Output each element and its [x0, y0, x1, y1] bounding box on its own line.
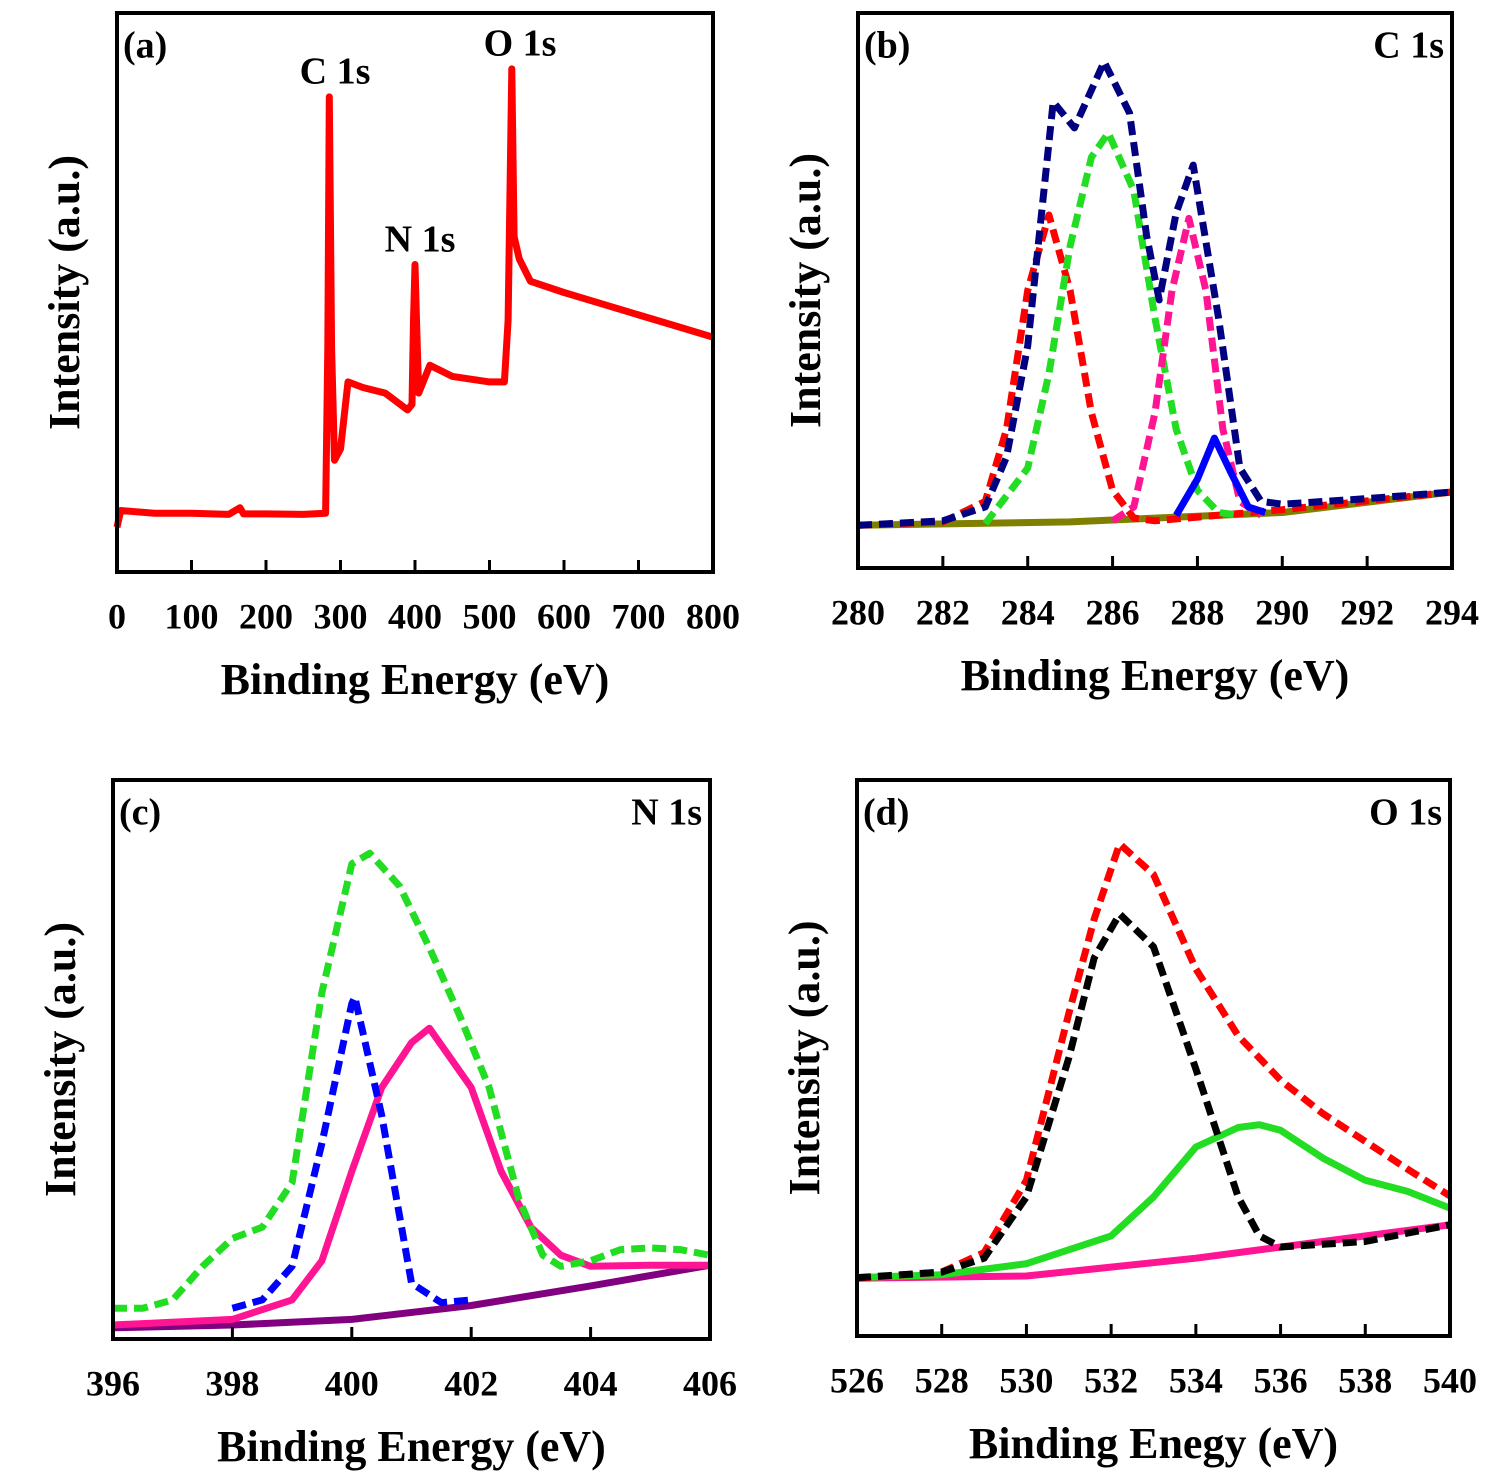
series-line	[1110, 214, 1264, 524]
panel-label: (a)	[123, 25, 167, 67]
series-line	[856, 1221, 1451, 1282]
x-tick-label: 282	[916, 592, 970, 632]
series-line	[856, 840, 1452, 1282]
x-tick-label: 396	[86, 1363, 140, 1403]
y-axis-title: Intensity (a.u.)	[36, 922, 85, 1197]
x-tick-label: 500	[463, 596, 517, 636]
y-axis-title: Intensity (a.u.)	[781, 153, 830, 428]
series-line	[856, 910, 1451, 1282]
x-tick-label: 700	[612, 596, 666, 636]
x-tick-label: 284	[1001, 592, 1055, 632]
plot-frame	[115, 11, 715, 574]
x-tick-label: 404	[564, 1363, 618, 1403]
panel-title: O 1s	[1369, 792, 1442, 834]
plot-frame	[856, 11, 1454, 570]
x-axis-title: Binding Energy (eV)	[221, 655, 610, 704]
panel-title: C 1s	[1373, 25, 1444, 67]
plot-frame	[855, 778, 1452, 1338]
x-tick-label: 288	[1170, 592, 1224, 632]
series-line	[1173, 434, 1267, 518]
x-tick-label: 540	[1423, 1360, 1477, 1400]
panel-label: (b)	[864, 25, 910, 67]
x-tick-label: 294	[1425, 592, 1479, 632]
x-axis-title: Binding Energy (eV)	[217, 1422, 606, 1471]
x-tick-label: 532	[1084, 1360, 1138, 1400]
x-tick-label: 402	[444, 1363, 498, 1403]
panel-title: N 1s	[631, 792, 702, 834]
series-line	[112, 1261, 711, 1332]
x-tick-label: 600	[537, 596, 591, 636]
peak-label: O 1s	[484, 23, 557, 65]
x-tick-label: 400	[325, 1363, 379, 1403]
x-tick-label: 292	[1340, 592, 1394, 632]
x-tick-label: 286	[1086, 592, 1140, 632]
x-tick-label: 526	[830, 1360, 884, 1400]
x-tick-label: 398	[205, 1363, 259, 1403]
x-tick-label: 280	[831, 592, 885, 632]
series-line	[113, 849, 711, 1312]
x-tick-label: 100	[165, 596, 219, 636]
series-line	[982, 129, 1241, 526]
x-tick-label: 530	[999, 1360, 1053, 1400]
x-tick-label: 200	[239, 596, 293, 636]
panel-label: (d)	[863, 792, 909, 834]
series-line	[857, 58, 1453, 529]
x-tick-label: 538	[1338, 1360, 1392, 1400]
series-line	[857, 211, 1453, 529]
x-tick-label: 300	[314, 596, 368, 636]
series-line	[113, 65, 715, 529]
panel-label: (c)	[119, 792, 161, 834]
peak-label: C 1s	[300, 51, 371, 93]
series-line	[856, 1121, 1452, 1282]
x-tick-label: 406	[683, 1363, 737, 1403]
plot-frame	[111, 778, 712, 1341]
y-axis-title: Intensity (a.u.)	[40, 155, 89, 430]
x-tick-label: 400	[388, 596, 442, 636]
series-line	[231, 993, 472, 1312]
x-tick-label: 290	[1255, 592, 1309, 632]
y-axis-title: Intensity (a.u.)	[780, 920, 829, 1195]
peak-label: N 1s	[385, 219, 456, 261]
x-tick-label: 534	[1169, 1360, 1223, 1400]
x-tick-label: 800	[686, 596, 740, 636]
x-tick-label: 0	[108, 596, 126, 636]
x-axis-title: Binding Energy (eV)	[961, 651, 1350, 700]
x-axis-title: Binding Enegy (eV)	[969, 1419, 1338, 1468]
x-tick-label: 536	[1254, 1360, 1308, 1400]
x-tick-label: 528	[915, 1360, 969, 1400]
